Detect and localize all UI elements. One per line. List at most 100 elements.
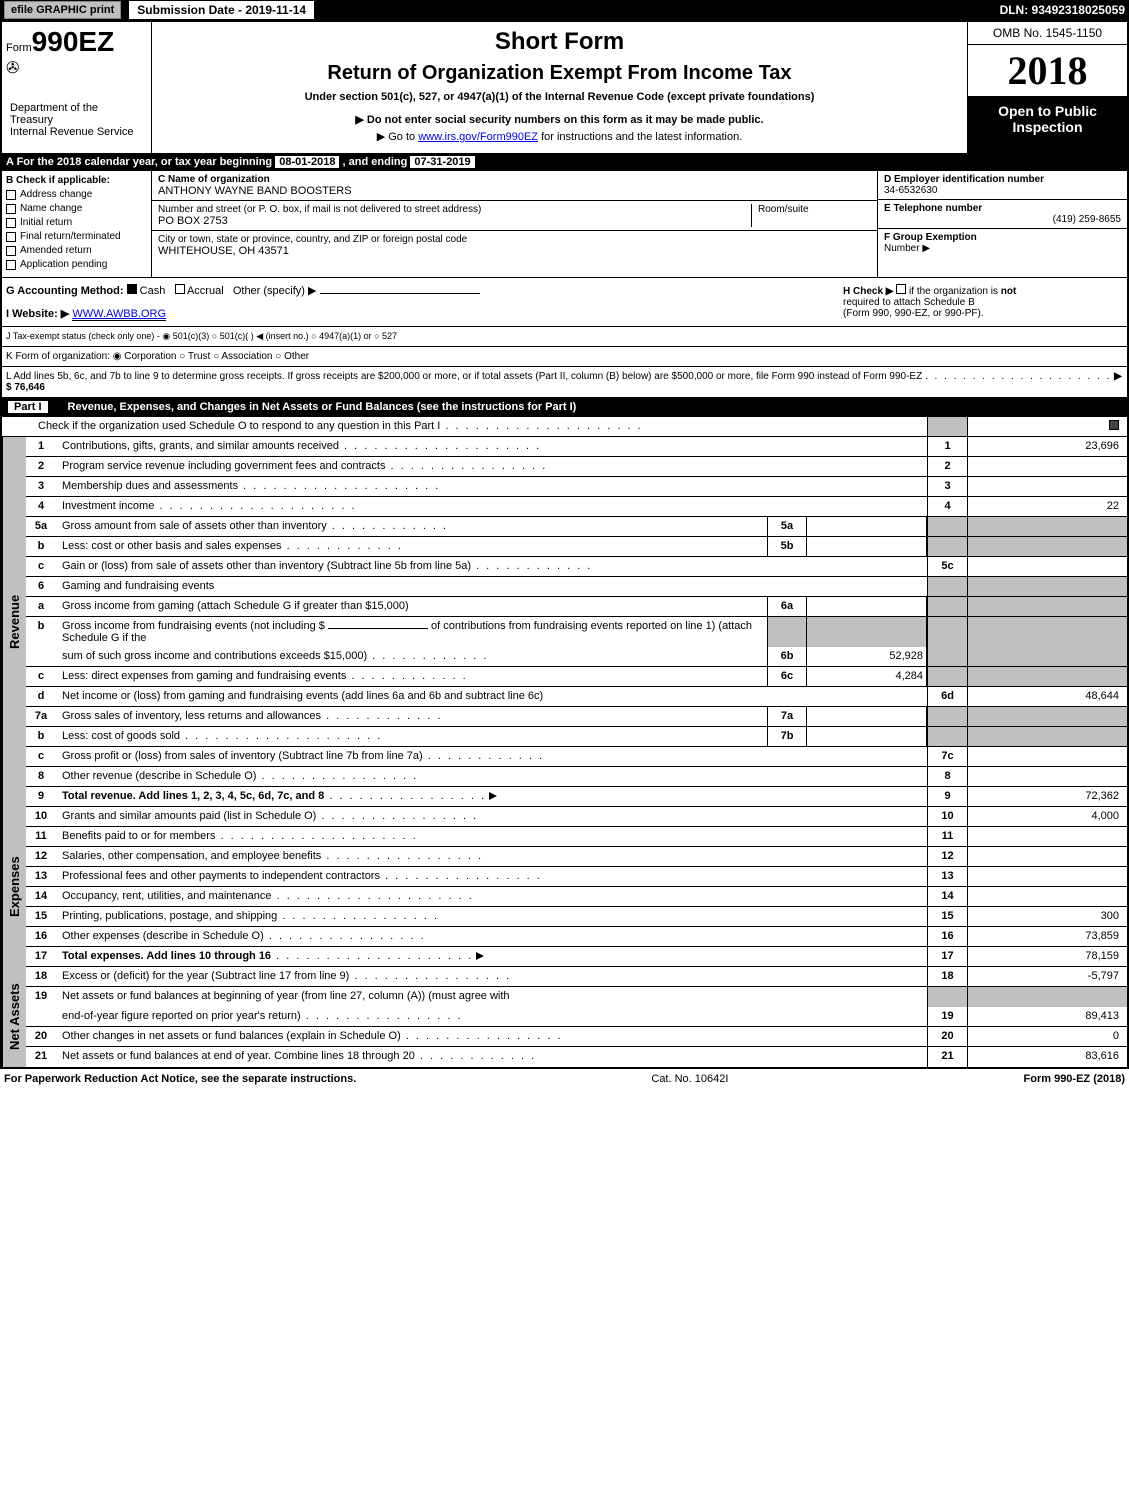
row-k: K Form of organization: ◉ Corporation ○ … xyxy=(2,347,1127,367)
l16-no: 16 xyxy=(26,927,56,946)
arrow-icon-17 xyxy=(476,952,484,960)
chk-address-change[interactable] xyxy=(6,190,16,200)
l21-no: 21 xyxy=(26,1047,56,1067)
l5b-inno: 5b xyxy=(767,537,807,556)
col-c: C Name of organization ANTHONY WAYNE BAN… xyxy=(152,171,877,277)
dept-irs: Internal Revenue Service xyxy=(10,126,143,138)
chk-final-return[interactable] xyxy=(6,232,16,242)
l17-no: 17 xyxy=(26,947,56,966)
l20-outno: 20 xyxy=(927,1027,967,1046)
l19-val: 89,413 xyxy=(967,1007,1127,1026)
l6a-inno: 6a xyxy=(767,597,807,616)
row-a-prefix: A For the 2018 calendar year, or tax yea… xyxy=(6,156,275,168)
chk-initial-return[interactable] xyxy=(6,218,16,228)
l7a-inno: 7a xyxy=(767,707,807,726)
row-l: L Add lines 5b, 6c, and 7b to line 9 to … xyxy=(2,367,1127,398)
l20-desc: Other changes in net assets or fund bala… xyxy=(62,1030,401,1042)
g-accrual: Accrual xyxy=(187,285,224,297)
g-label: G Accounting Method: xyxy=(6,285,124,297)
l6b-inno: 6b xyxy=(767,647,807,666)
header-mid: Short Form Return of Organization Exempt… xyxy=(152,22,967,153)
l-text: L Add lines 5b, 6c, and 7b to line 9 to … xyxy=(6,371,922,382)
l6d-outno: 6d xyxy=(927,687,967,706)
l6b-desc-pre: Gross income from fundraising events (no… xyxy=(62,620,328,632)
l3-outno: 3 xyxy=(927,477,967,496)
l2-no: 2 xyxy=(26,457,56,476)
row-a: A For the 2018 calendar year, or tax yea… xyxy=(2,154,1127,171)
l6d-val: 48,644 xyxy=(967,687,1127,706)
revenue-section: Revenue 1Contributions, gifts, grants, a… xyxy=(2,437,1127,807)
g-other-blank[interactable] xyxy=(320,293,480,294)
expenses-side-label: Expenses xyxy=(2,807,26,967)
l6-no: 6 xyxy=(26,577,56,596)
l3-val xyxy=(967,477,1127,496)
chk-application-pending[interactable] xyxy=(6,260,16,270)
i-label: I Website: ▶ xyxy=(6,308,69,320)
c-name-label: C Name of organization xyxy=(158,174,871,185)
efile-print-button[interactable]: efile GRAPHIC print xyxy=(4,1,121,19)
l1-val: 23,696 xyxy=(967,437,1127,456)
l4-no: 4 xyxy=(26,497,56,516)
chk-schedule-o[interactable] xyxy=(1109,420,1119,430)
c-addr-label: Number and street (or P. O. box, if mail… xyxy=(158,204,751,215)
footer-mid: Cat. No. 10642I xyxy=(651,1073,728,1085)
footer: For Paperwork Reduction Act Notice, see … xyxy=(0,1069,1129,1089)
l7a-no: 7a xyxy=(26,707,56,726)
g-cash: Cash xyxy=(140,285,166,297)
l6b-no: b xyxy=(26,617,56,647)
l20-val: 0 xyxy=(967,1027,1127,1046)
row-a-begin: 08-01-2018 xyxy=(275,156,339,168)
chk-accrual[interactable] xyxy=(175,284,185,294)
ssn-warning: ▶ Do not enter social security numbers o… xyxy=(158,113,961,126)
c-addr: PO BOX 2753 xyxy=(158,215,751,227)
l13-desc: Professional fees and other payments to … xyxy=(62,870,380,882)
chk-amended-return[interactable] xyxy=(6,246,16,256)
chk-name-change[interactable] xyxy=(6,204,16,214)
l6b-desc2: sum of such gross income and contributio… xyxy=(62,650,367,662)
i-website-link[interactable]: WWW.AWBB.ORG xyxy=(72,308,166,321)
l8-outno: 8 xyxy=(927,767,967,786)
l18-desc: Excess or (deficit) for the year (Subtra… xyxy=(62,970,349,982)
chk-cash[interactable] xyxy=(127,284,137,294)
d-grp-label: F Group Exemption xyxy=(884,232,1121,243)
h-line2: required to attach Schedule B xyxy=(843,297,1123,308)
row-a-end: 07-31-2019 xyxy=(410,156,474,168)
l7b-desc: Less: cost of goods sold xyxy=(62,730,180,742)
l15-val: 300 xyxy=(967,907,1127,926)
chk-h[interactable] xyxy=(896,284,906,294)
l5c-no: c xyxy=(26,557,56,576)
l2-desc: Program service revenue including govern… xyxy=(62,460,385,472)
l7b-no: b xyxy=(26,727,56,746)
l6b-blank[interactable] xyxy=(328,628,428,629)
l6c-inval: 4,284 xyxy=(807,667,927,686)
l7c-outno: 7c xyxy=(927,747,967,766)
d-ein-label: D Employer identification number xyxy=(884,174,1121,185)
l18-no: 18 xyxy=(26,967,56,986)
l6d-desc: Net income or (loss) from gaming and fun… xyxy=(56,687,927,706)
header-row: Form990EZ ✇ Department of the Treasury I… xyxy=(2,22,1127,154)
l6d-no: d xyxy=(26,687,56,706)
l12-desc: Salaries, other compensation, and employ… xyxy=(62,850,321,862)
l9-val: 72,362 xyxy=(967,787,1127,806)
l7a-desc: Gross sales of inventory, less returns a… xyxy=(62,710,321,722)
goto-link[interactable]: www.irs.gov/Form990EZ xyxy=(418,131,538,143)
l13-outno: 13 xyxy=(927,867,967,886)
subtitle: Under section 501(c), 527, or 4947(a)(1)… xyxy=(158,91,961,103)
goto-pre: ▶ Go to xyxy=(377,131,418,143)
l16-outno: 16 xyxy=(927,927,967,946)
l18-val: -5,797 xyxy=(967,967,1127,986)
l11-no: 11 xyxy=(26,827,56,846)
l12-outno: 12 xyxy=(927,847,967,866)
open-line2: Inspection xyxy=(974,119,1121,135)
l16-desc: Other expenses (describe in Schedule O) xyxy=(62,930,264,942)
l17-desc: Total expenses. Add lines 10 through 16 xyxy=(62,950,271,962)
l15-desc: Printing, publications, postage, and shi… xyxy=(62,910,277,922)
return-title: Return of Organization Exempt From Incom… xyxy=(158,62,961,85)
l6b-inval: 52,928 xyxy=(807,647,927,666)
footer-right: Form 990-EZ (2018) xyxy=(1024,1073,1125,1085)
l10-no: 10 xyxy=(26,807,56,826)
l9-outno: 9 xyxy=(927,787,967,806)
l19-no: 19 xyxy=(26,987,56,1007)
row-g-h: G Accounting Method: Cash Accrual Other … xyxy=(2,278,1127,327)
l5a-inval xyxy=(807,517,927,536)
